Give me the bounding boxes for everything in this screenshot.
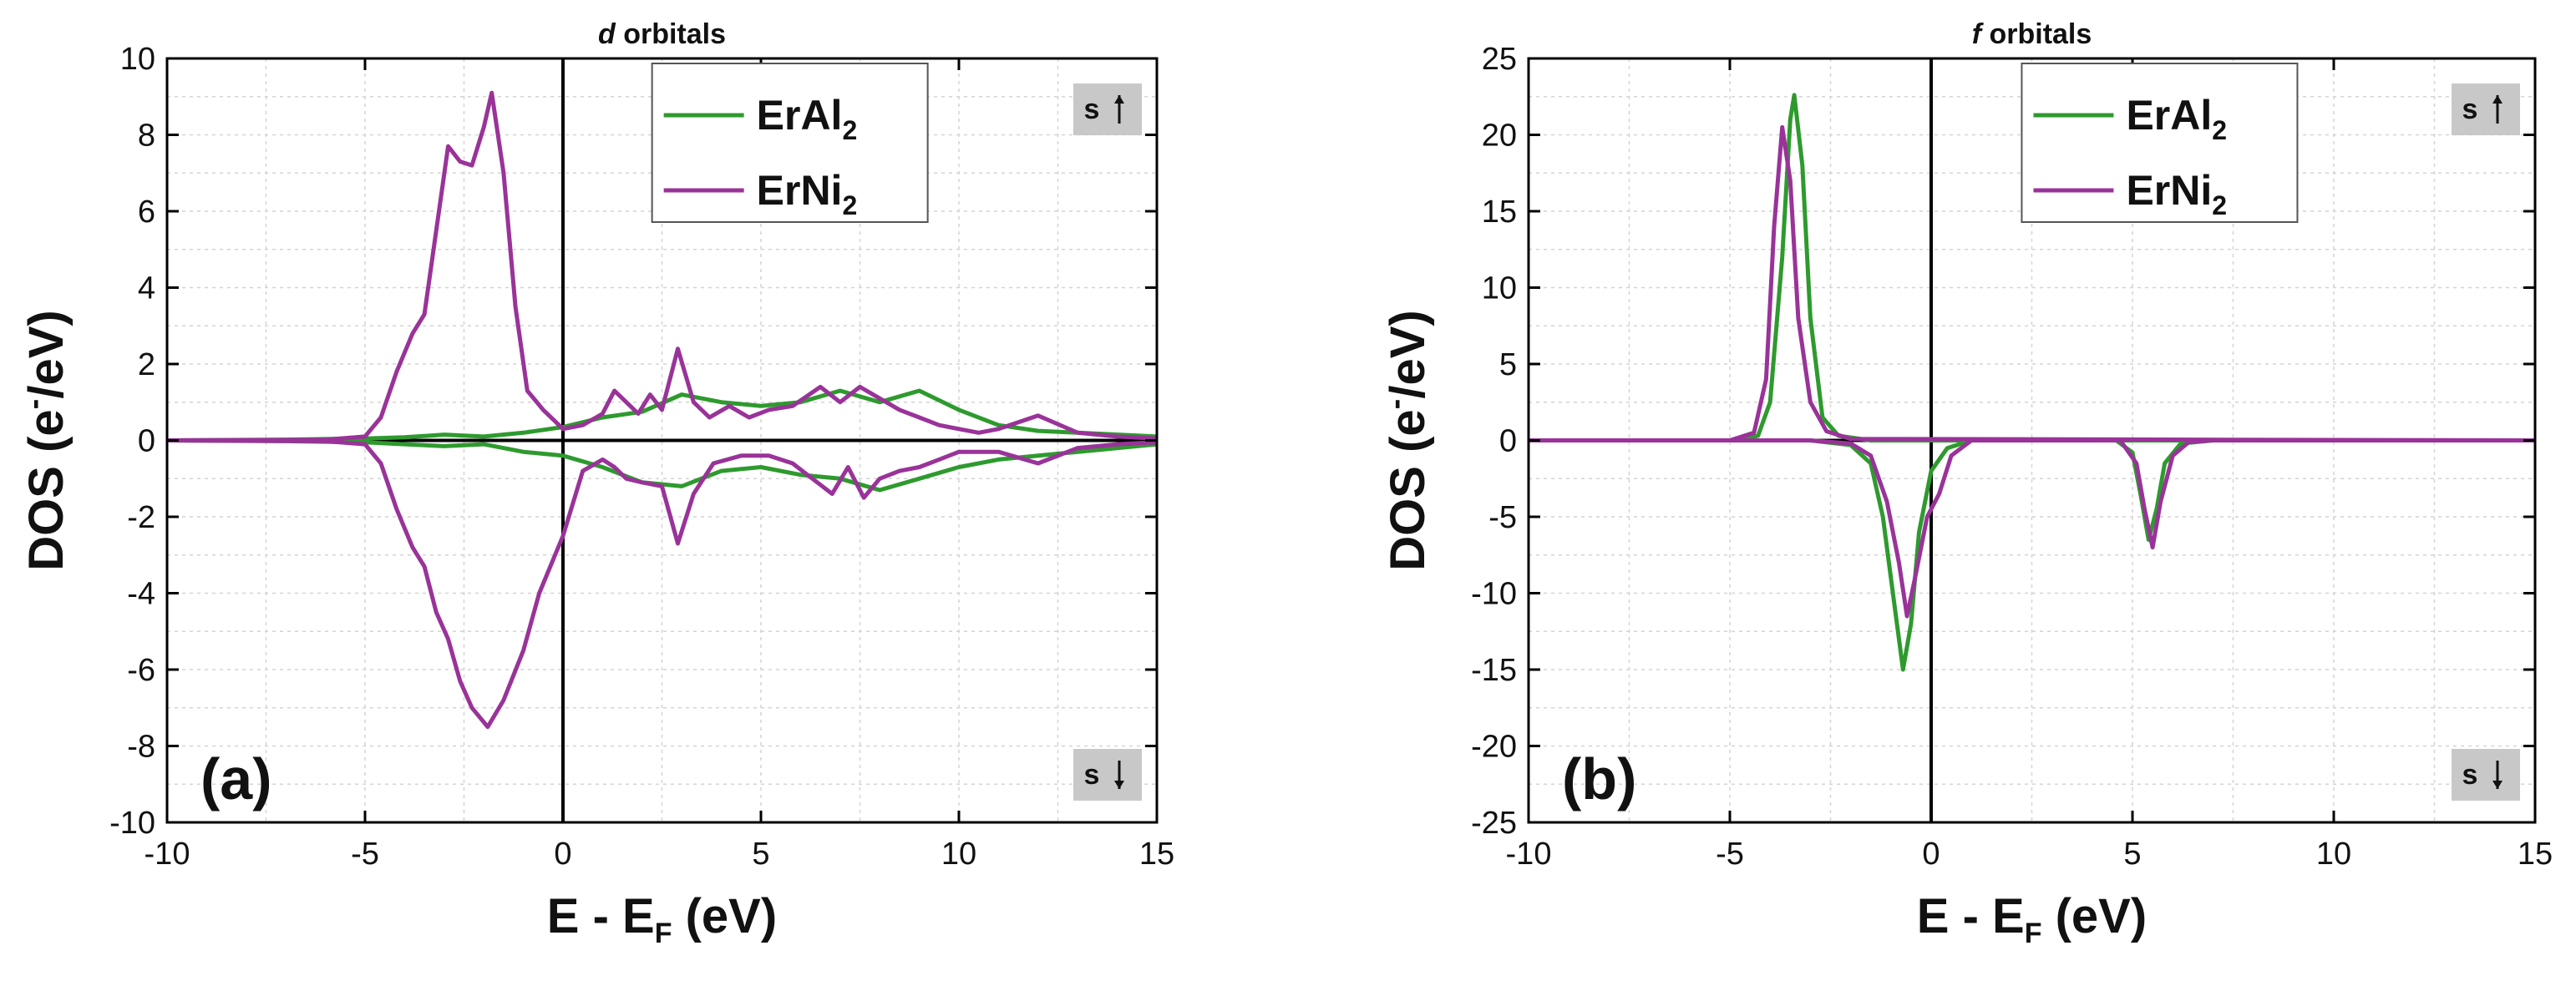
y-tick-label: -25: [1471, 806, 1517, 841]
panel-label: (b): [1562, 746, 1636, 812]
y-tick-label: -2: [127, 500, 155, 535]
arrow-up-icon-head: [1114, 95, 1124, 104]
y-tick-label: 0: [138, 424, 155, 459]
x-tick-label: 15: [2518, 837, 2553, 872]
chart-title: d orbitals: [598, 18, 726, 50]
chart-title: f orbitals: [1972, 18, 2092, 50]
spin-badge-bg: [2452, 749, 2520, 801]
legend: ErAl2 ErNi2: [651, 63, 929, 223]
x-tick-label: 10: [2316, 837, 2351, 872]
series-erni-spin-down-line: [166, 438, 1158, 730]
spin-down-badge: s: [1073, 749, 1142, 801]
spin-down-badge: s: [2452, 749, 2520, 801]
spin-badge-label: s: [2462, 759, 2478, 791]
y-tick-label: 10: [120, 42, 155, 77]
x-tick-label: 15: [1139, 837, 1174, 872]
legend-label: ErAl2: [757, 92, 858, 145]
y-tick-label: -20: [1471, 730, 1517, 765]
panel-b: -10 -5 0 5 10 15 -25 -20 -15 -10 -5 0 5 10 15 20 25 f orb…: [1378, 18, 2553, 949]
legend: ErAl2 ErNi2: [2021, 63, 2299, 223]
arrow-down-icon-head: [2492, 781, 2502, 789]
y-tick-label: -15: [1471, 653, 1517, 688]
panel-label: (a): [200, 746, 272, 812]
y-tick-label: -5: [1488, 500, 1517, 535]
x-axis-label: E - EF (eV): [547, 889, 777, 949]
y-tick-label: 8: [138, 119, 155, 154]
x-tick-label: 5: [752, 837, 769, 872]
y-tick-label: 20: [1482, 119, 1517, 154]
x-tick-label: -5: [351, 837, 379, 872]
x-tick-label: 5: [2123, 837, 2141, 872]
tick-group: -10 -5 0 5 10 15 -25 -20 -15 -10 -5 0 5 10 15 20 25: [1471, 42, 2553, 872]
spin-badge-bg: [1073, 749, 1142, 801]
spin-badge-label: s: [2462, 94, 2478, 125]
legend-label: ErNi2: [757, 167, 858, 220]
panel-a: -10 -5 0 5 10 15 -10 -8 -6 -4 -2 0 2 4 6 8 10 d orbitals E…: [17, 18, 1174, 949]
x-tick-label: -10: [1506, 837, 1552, 872]
arrow-up-icon-head: [2492, 95, 2502, 104]
y-tick-label: -8: [127, 730, 155, 765]
y-tick-label: -10: [1471, 577, 1517, 612]
y-tick-label: -6: [127, 653, 155, 688]
legend-box: [651, 63, 929, 223]
x-tick-label: -10: [145, 837, 190, 872]
y-tick-label: 0: [1499, 424, 1517, 459]
x-tick-label: -5: [1716, 837, 1744, 872]
spin-up-badge: s: [1073, 83, 1142, 135]
x-tick-label: 10: [941, 837, 976, 872]
series-erni-spin-down-line: [1529, 438, 2535, 619]
y-tick-label: -4: [127, 577, 155, 612]
y-tick-label: 2: [138, 347, 155, 382]
y-tick-label: 5: [1499, 347, 1517, 382]
y-tick-label: 10: [1482, 271, 1517, 306]
series-erni-spin-up-line: [1529, 124, 2536, 442]
legend-label: ErNi2: [2126, 167, 2227, 220]
y-tick-label: 15: [1482, 195, 1517, 230]
series-eral-spin-up-line: [166, 388, 1158, 442]
y-tick-label: -10: [109, 806, 155, 841]
spin-up-badge: s: [2452, 83, 2520, 135]
spin-badge-label: s: [1084, 759, 1100, 791]
spin-badge-label: s: [1084, 94, 1100, 125]
series-erni-spin-up-line: [166, 90, 1158, 442]
x-tick-label: 0: [1922, 837, 1940, 872]
arrow-down-icon-head: [1114, 781, 1124, 789]
y-tick-label: 25: [1482, 42, 1517, 77]
legend-label: ErAl2: [2126, 92, 2227, 145]
series-eral-spin-down-line: [1529, 438, 2535, 672]
y-axis-label: DOS (e-/eV): [17, 310, 74, 570]
x-tick-label: 0: [554, 837, 571, 872]
y-tick-label: 4: [138, 271, 155, 306]
x-axis-label: E - EF (eV): [1917, 889, 2147, 949]
spin-badge-bg: [2452, 83, 2520, 135]
legend-box: [2021, 63, 2299, 223]
y-axis-label: DOS (e-/eV): [1378, 310, 1435, 570]
y-tick-label: 6: [138, 195, 155, 230]
spin-badge-bg: [1073, 83, 1142, 135]
